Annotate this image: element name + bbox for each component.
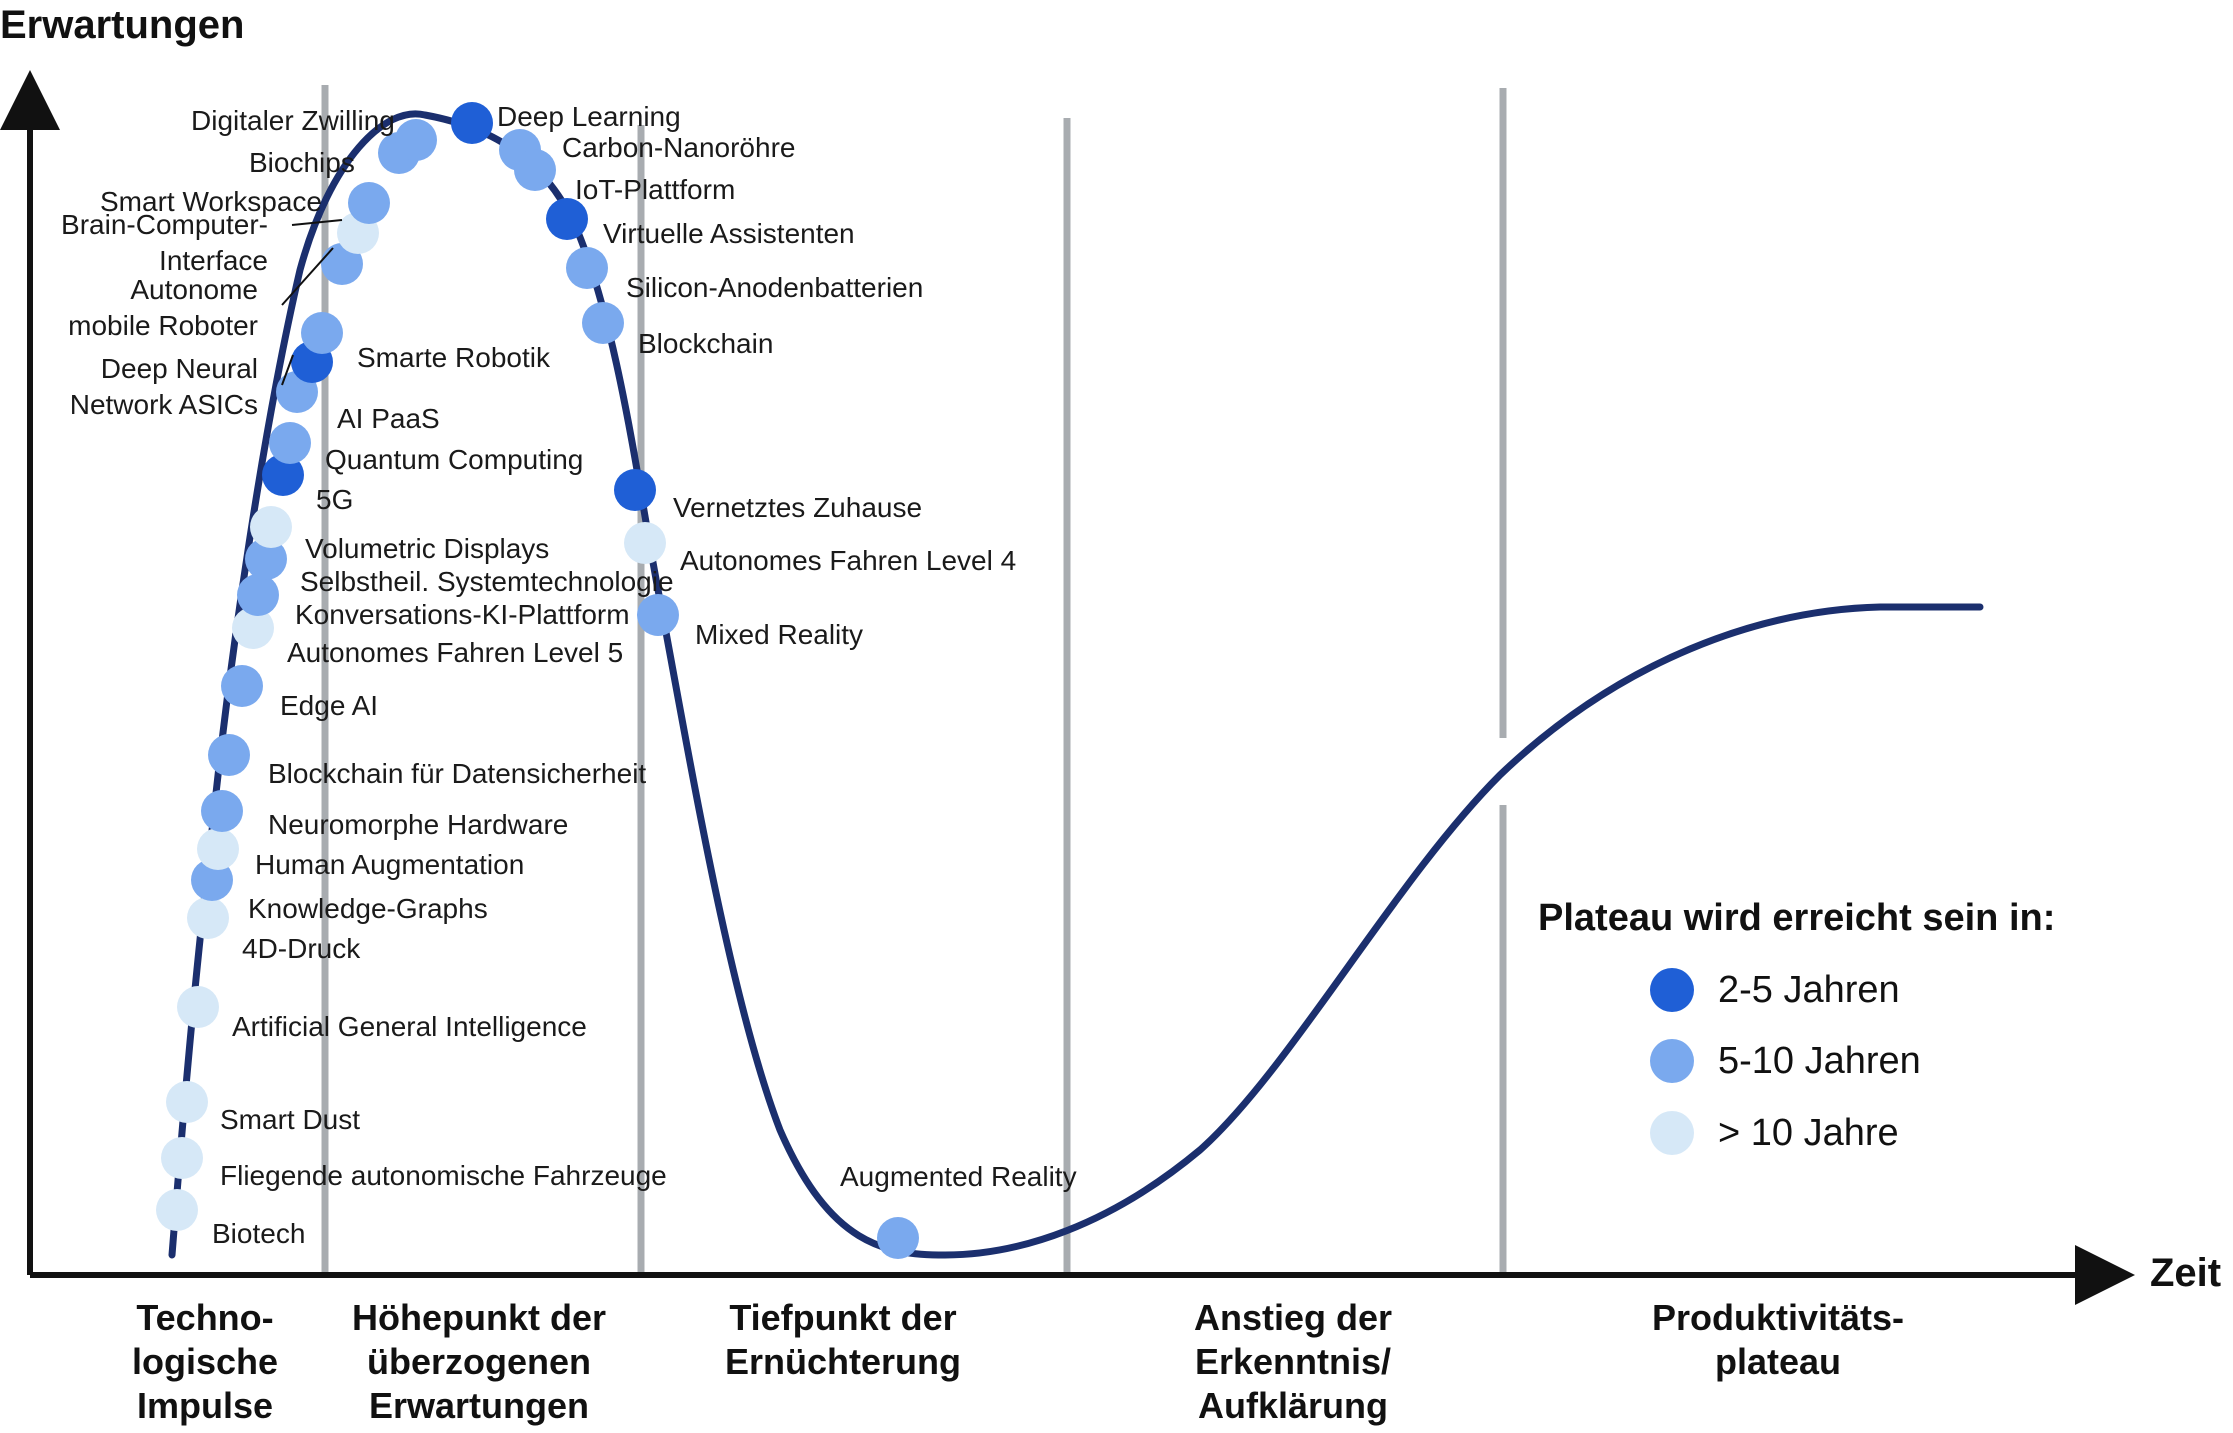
leader-line-amr bbox=[281, 247, 334, 306]
point-label: 5G bbox=[316, 484, 353, 515]
point-marker bbox=[637, 594, 679, 636]
point-label: Artificial General Intelligence bbox=[232, 1011, 587, 1042]
hype-curve bbox=[168, 110, 1984, 1259]
leader-line-bci bbox=[291, 219, 343, 226]
point-marker bbox=[624, 522, 666, 564]
phase-label: Höhepunkt der bbox=[352, 1297, 606, 1338]
point-marker bbox=[451, 102, 493, 144]
phase-label: Aufklärung bbox=[1198, 1385, 1388, 1426]
point-label: Virtuelle Assistenten bbox=[603, 218, 855, 249]
point-labels: Biotech Fliegende autonomische Fahrzeuge S… bbox=[61, 101, 1077, 1249]
phase-label: Anstieg der bbox=[1194, 1297, 1392, 1338]
point-marker bbox=[566, 247, 608, 289]
point-marker bbox=[250, 506, 292, 548]
phase-label: überzogenen bbox=[367, 1341, 591, 1382]
y-axis-title: Erwartungen bbox=[0, 3, 244, 47]
point-label: 4D-Druck bbox=[242, 933, 361, 964]
legend-marker-10plus bbox=[1650, 1111, 1694, 1155]
phase-label: logische bbox=[132, 1341, 278, 1382]
point-label: Deep Neural bbox=[101, 353, 258, 384]
phase-label: Erkenntnis/ bbox=[1195, 1341, 1391, 1382]
point-label: Network ASICs bbox=[70, 389, 258, 420]
legend: Plateau wird erreicht sein in: 2-5 Jahre… bbox=[1538, 897, 2055, 1155]
point-label: Deep Learning bbox=[497, 101, 681, 132]
point-marker bbox=[201, 790, 243, 832]
point-label: Biotech bbox=[212, 1218, 305, 1249]
phase-label: Techno- bbox=[136, 1297, 273, 1338]
phase-label: Tiefpunkt der bbox=[729, 1297, 956, 1338]
phase-label: Ernüchterung bbox=[725, 1341, 961, 1382]
point-label: Selbstheil. Systemtechnologie bbox=[300, 566, 674, 597]
point-label: Neuromorphe Hardware bbox=[268, 809, 568, 840]
point-label: Biochips bbox=[249, 147, 355, 178]
legend-label-5-10: 5-10 Jahren bbox=[1718, 1040, 1921, 1082]
point-label: Augmented Reality bbox=[840, 1161, 1077, 1192]
point-label: Digitaler Zwilling bbox=[191, 105, 395, 136]
point-marker bbox=[166, 1081, 208, 1123]
point-label: mobile Roboter bbox=[68, 310, 258, 341]
point-marker bbox=[262, 454, 304, 496]
point-marker bbox=[395, 119, 437, 161]
x-axis-title: Zeit bbox=[2150, 1251, 2221, 1295]
point-label: Volumetric Displays bbox=[305, 533, 549, 564]
point-marker bbox=[156, 1189, 198, 1231]
point-label: IoT-Plattform bbox=[575, 174, 735, 205]
point-label: Smart Dust bbox=[220, 1104, 360, 1135]
point-marker bbox=[877, 1217, 919, 1259]
leader-lines bbox=[281, 219, 343, 386]
legend-marker-2-5 bbox=[1650, 968, 1694, 1012]
point-label: Quantum Computing bbox=[325, 444, 583, 475]
point-label: Smarte Robotik bbox=[357, 342, 551, 373]
point-marker bbox=[614, 469, 656, 511]
point-label: Vernetztes Zuhause bbox=[673, 492, 922, 523]
point-label: Knowledge-Graphs bbox=[248, 893, 488, 924]
point-label: Konversations-KI-Plattform bbox=[295, 599, 630, 630]
point-label: AI PaaS bbox=[337, 403, 440, 434]
phase-label: Produktivitäts- bbox=[1652, 1297, 1904, 1338]
point-label: Blockchain bbox=[638, 328, 773, 359]
legend-label-10plus: > 10 Jahre bbox=[1718, 1112, 1899, 1154]
legend-title: Plateau wird erreicht sein in: bbox=[1538, 897, 2055, 939]
point-marker bbox=[245, 538, 287, 580]
point-marker bbox=[187, 897, 229, 939]
point-marker bbox=[161, 1137, 203, 1179]
phase-label: Impulse bbox=[137, 1385, 273, 1426]
point-label: Autonome bbox=[130, 274, 258, 305]
point-label: Autonomes Fahren Level 5 bbox=[287, 637, 623, 668]
point-label: Silicon-Anodenbatterien bbox=[626, 272, 923, 303]
data-points bbox=[156, 102, 919, 1259]
point-label: Human Augmentation bbox=[255, 849, 524, 880]
point-label: Fliegende autonomische Fahrzeuge bbox=[220, 1160, 667, 1191]
point-marker bbox=[514, 149, 556, 191]
point-marker bbox=[546, 198, 588, 240]
point-label: Edge AI bbox=[280, 690, 378, 721]
point-label: Blockchain für Datensicherheit bbox=[268, 758, 646, 789]
point-label: Autonomes Fahren Level 4 bbox=[680, 545, 1016, 576]
point-marker bbox=[197, 828, 239, 870]
point-marker bbox=[237, 574, 279, 616]
legend-marker-5-10 bbox=[1650, 1039, 1694, 1083]
point-label: Interface bbox=[159, 245, 268, 276]
point-marker bbox=[177, 986, 219, 1028]
point-label: Carbon-Nanoröhre bbox=[562, 132, 795, 163]
phase-label: Erwartungen bbox=[369, 1385, 589, 1426]
point-marker bbox=[348, 182, 390, 224]
point-label: Mixed Reality bbox=[695, 619, 863, 650]
axes: Erwartungen Zeit bbox=[0, 3, 2221, 1305]
point-label: Smart Workspace bbox=[100, 186, 322, 217]
phase-separators bbox=[321, 85, 1507, 1273]
phase-label: plateau bbox=[1715, 1341, 1841, 1382]
point-marker bbox=[232, 607, 274, 649]
point-marker bbox=[208, 734, 250, 776]
point-marker bbox=[582, 302, 624, 344]
point-marker bbox=[321, 243, 363, 285]
point-label: Brain-Computer- bbox=[61, 209, 268, 240]
point-marker bbox=[301, 312, 343, 354]
legend-label-2-5: 2-5 Jahren bbox=[1718, 969, 1900, 1011]
leader-line-dnn bbox=[281, 354, 294, 386]
point-marker bbox=[269, 422, 311, 464]
point-marker bbox=[221, 665, 263, 707]
